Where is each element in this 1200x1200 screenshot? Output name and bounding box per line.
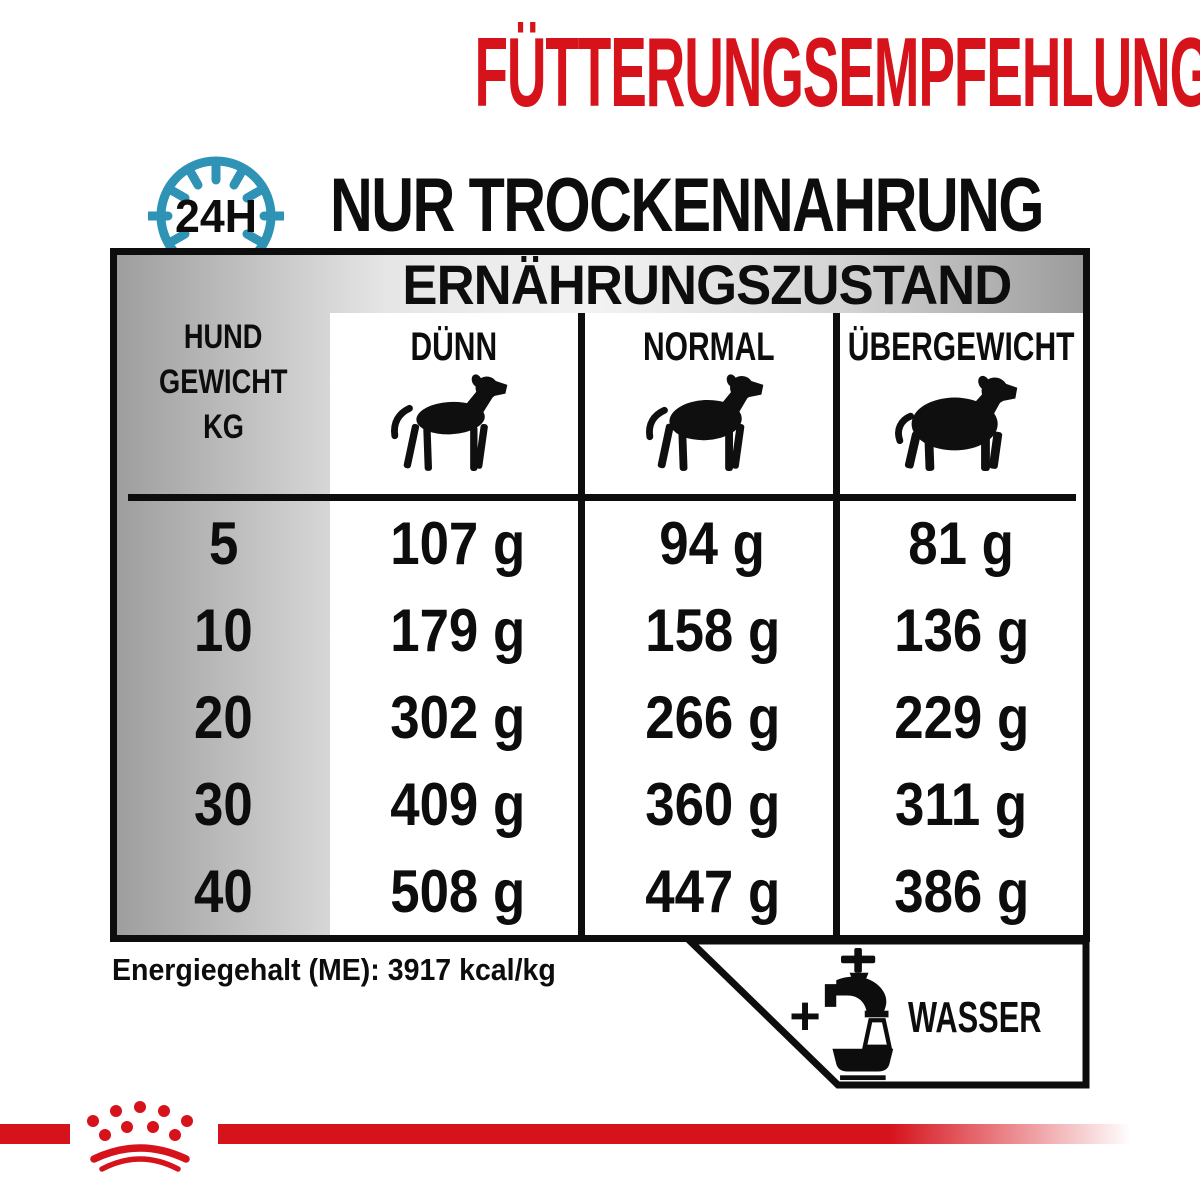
overweight-portion: 136 g bbox=[893, 597, 1030, 664]
overweight-portion: 229 g bbox=[893, 684, 1030, 751]
feeding-values-grid: 5 107 g 94 g 81 g 10 179 g 158 g 136 g 2… bbox=[117, 500, 1083, 935]
header-separator-line bbox=[128, 494, 1076, 501]
table-band-title: ERNÄHRUNGSZUSTAND bbox=[402, 252, 1012, 316]
weight-value: 30 bbox=[194, 771, 253, 838]
footer-red-bar-left bbox=[0, 1124, 70, 1144]
column-label-normal: NORMAL bbox=[643, 324, 775, 369]
column-label-overweight: ÜBERGEWICHT bbox=[848, 324, 1075, 369]
thin-dog-icon bbox=[390, 374, 507, 471]
energy-content-note: Energiegehalt (ME): 3917 kcal/kg bbox=[112, 952, 556, 987]
normal-dog-icon bbox=[645, 374, 763, 471]
normal-portion: 360 g bbox=[644, 771, 781, 838]
weight-value: 5 bbox=[208, 510, 239, 577]
dry-food-heading: NUR TROCKENNAHRUNG bbox=[330, 163, 1044, 248]
thin-portion: 107 g bbox=[389, 510, 526, 577]
weight-value: 40 bbox=[194, 858, 253, 925]
page-title: FÜTTERUNGSEMPFEHLUNG FÜR IHREN HUND bbox=[474, 17, 1200, 127]
clock-icon-label: 24H bbox=[175, 190, 257, 242]
overweight-dog-cell bbox=[840, 368, 1083, 478]
normal-portion: 158 g bbox=[644, 597, 781, 664]
thin-dog-cell bbox=[330, 368, 578, 478]
overweight-dog-icon bbox=[895, 375, 1018, 471]
footer-red-bar-right bbox=[218, 1124, 1150, 1144]
column-divider bbox=[578, 313, 585, 935]
thin-portion: 409 g bbox=[389, 771, 526, 838]
overweight-portion: 386 g bbox=[893, 858, 1030, 925]
water-faucet-bowl-icon bbox=[824, 948, 894, 1081]
thin-portion: 508 g bbox=[389, 858, 526, 925]
water-label: WASSER bbox=[908, 993, 1042, 1042]
overweight-portion: 81 g bbox=[908, 510, 1015, 577]
thin-portion: 179 g bbox=[389, 597, 526, 664]
weight-value: 10 bbox=[194, 597, 253, 664]
normal-portion: 94 g bbox=[659, 510, 766, 577]
plus-sign: + bbox=[789, 986, 821, 1046]
normal-portion: 266 g bbox=[644, 684, 781, 751]
normal-dog-cell bbox=[585, 368, 833, 478]
feeding-table: ERNÄHRUNGSZUSTAND HUND GEWICHT KG DÜNN N… bbox=[110, 248, 1090, 942]
normal-portion: 447 g bbox=[644, 858, 781, 925]
column-label-thin: DÜNN bbox=[410, 324, 498, 369]
overweight-portion: 311 g bbox=[895, 771, 1028, 838]
column-divider bbox=[833, 313, 840, 935]
weight-column-header: HUND GEWICHT KG bbox=[159, 318, 288, 446]
thin-portion: 302 g bbox=[389, 684, 526, 751]
weight-value: 20 bbox=[194, 684, 253, 751]
royal-canin-crown-logo bbox=[87, 1101, 193, 1172]
